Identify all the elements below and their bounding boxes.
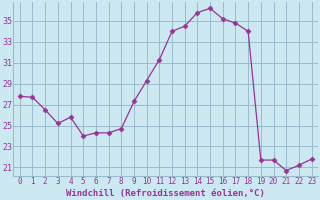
X-axis label: Windchill (Refroidissement éolien,°C): Windchill (Refroidissement éolien,°C): [66, 189, 265, 198]
